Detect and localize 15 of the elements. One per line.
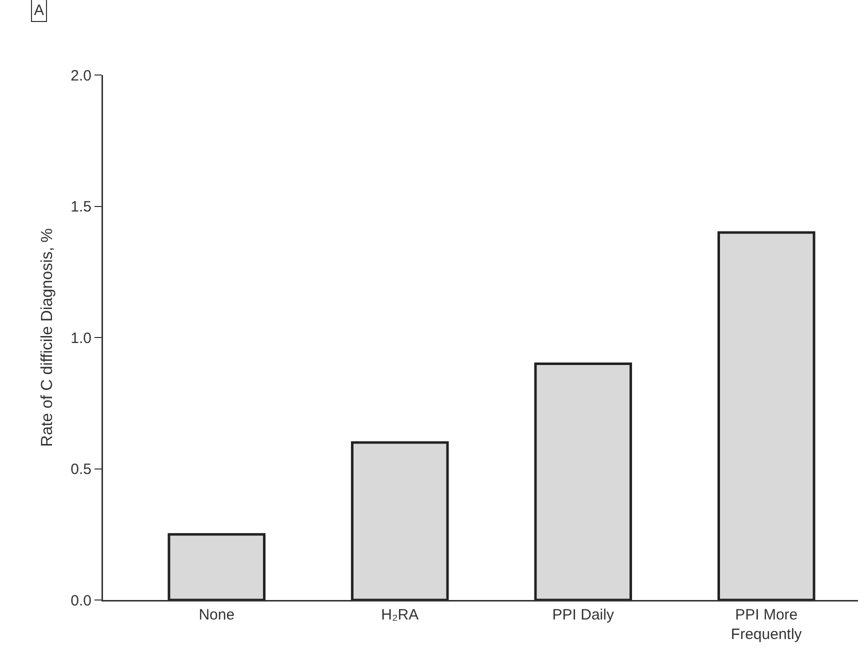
y-tick-label: 1.0	[70, 330, 92, 347]
y-tick-label: 1.5	[70, 198, 92, 216]
x-tick-label: PPI More Frequently	[730, 606, 802, 643]
y-tick-label: 0.0	[70, 592, 92, 610]
y-tick-label: 0.5	[70, 461, 92, 478]
bar	[168, 533, 266, 600]
text: A	[34, 2, 44, 19]
bar	[534, 362, 632, 600]
bar	[717, 231, 816, 600]
x-tick-label: None	[198, 606, 235, 624]
x-tick-label: PPI Daily	[552, 606, 614, 624]
bar	[350, 441, 449, 600]
y-axis-title: Rate of C difficile Diagnosis, %	[38, 228, 56, 447]
x-tick-label: H₂RA	[381, 606, 419, 624]
y-tick-label: 2.0	[70, 67, 92, 84]
